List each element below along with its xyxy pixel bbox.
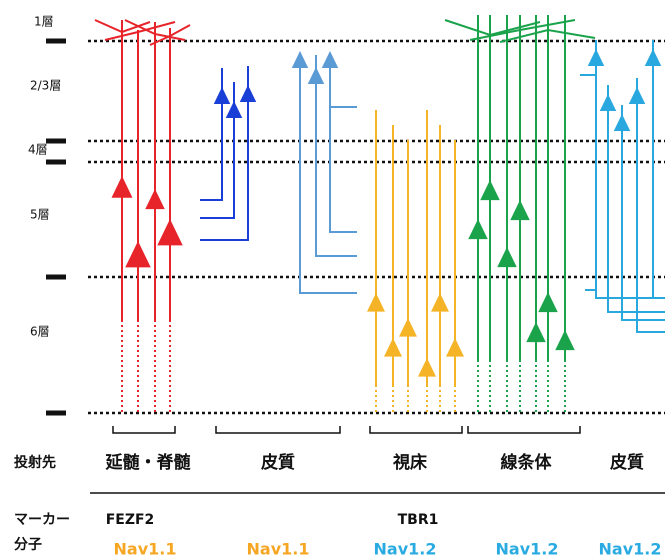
soma [645,49,662,66]
target: 線条体 [501,452,553,473]
soma [112,176,133,198]
layer-label: 5層 [30,208,50,222]
neurite [445,20,540,35]
brackets [113,426,580,433]
neurons [95,15,665,413]
soma [214,87,231,104]
soma [480,180,500,200]
neurite [622,105,665,320]
neurite [200,90,222,200]
soma [157,219,183,245]
marker-label: 分子 [14,537,42,553]
soma [418,358,436,377]
target: 皮質 [261,452,295,473]
neurite [637,78,665,332]
soma [497,247,517,267]
soma [399,318,417,337]
gene: FEZF2 [106,512,155,528]
soma [600,94,617,111]
soma [446,338,464,357]
soma [145,189,165,209]
soma [240,85,257,102]
soma [629,87,646,104]
soma [510,200,530,220]
soma [526,322,546,342]
gene: TBR1 [398,512,439,528]
channel: Nav1.2 [374,540,437,559]
channel: Nav1.1 [114,540,177,559]
layer-label: 6層 [30,325,50,339]
target: 視床 [392,452,428,473]
channel: Nav1.2 [496,540,559,559]
soma [308,67,325,84]
soma [614,114,631,131]
soma [538,292,558,312]
projection-label: 投射先 [14,454,56,471]
soma [322,51,339,68]
soma [125,241,151,267]
channel: Nav1.2 [599,540,662,559]
soma [367,293,385,312]
layer-label: 1層 [34,15,54,29]
soma [588,49,605,66]
soma [555,330,575,350]
soma [292,51,309,68]
neurite [330,60,357,232]
layer-label: 2/3層 [30,79,61,93]
soma [468,219,488,239]
neurite [653,40,665,298]
target: 延髄・脊髄 [105,452,192,473]
soma [431,293,449,312]
neurite [596,40,665,298]
target: 皮質 [610,452,644,473]
marker-label: マーカー [14,512,70,528]
layer-label: 4層 [28,143,48,157]
neurite [316,55,357,256]
soma [384,338,402,357]
channel: Nav1.1 [247,540,310,559]
neurite [300,60,357,293]
diagram: 1層 2/3層 4層 5層 6層 投射先 延髄・脊髄 皮質 視床 線条体 皮質 … [0,0,665,559]
neurite [200,90,234,218]
